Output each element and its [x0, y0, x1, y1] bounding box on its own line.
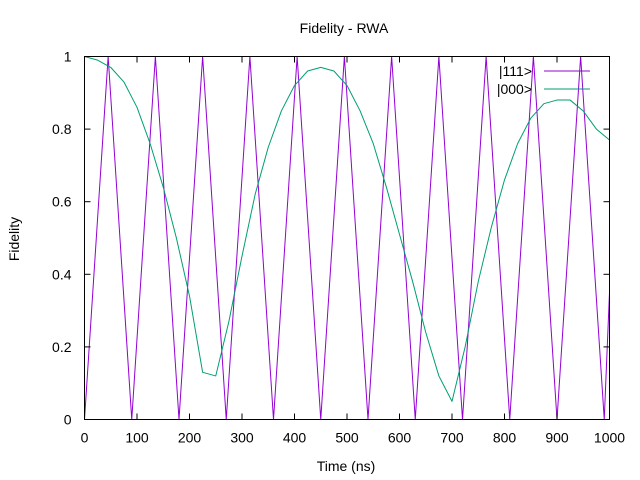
y-axis-label: Fidelity — [6, 217, 22, 261]
series-layer — [84, 56, 610, 420]
y-tick-label: 0 — [64, 412, 72, 428]
x-tick-label: 200 — [178, 430, 202, 446]
x-tick-label: 900 — [545, 430, 569, 446]
series-line-2 — [84, 56, 610, 402]
x-axis-label: Time (ns) — [317, 458, 376, 474]
y-tick-label: 0.8 — [52, 121, 72, 137]
legend-label: |111> — [499, 63, 532, 79]
y-tick-label: 0.2 — [52, 339, 72, 355]
x-tick-label: 700 — [440, 430, 464, 446]
y-tick-label: 1 — [64, 49, 72, 65]
x-tick-label: 600 — [388, 430, 412, 446]
plot-frame — [84, 56, 610, 420]
x-tick-label: 100 — [125, 430, 149, 446]
chart-title: Fidelity - RWA — [300, 20, 389, 36]
y-tick-label: 0.4 — [52, 266, 72, 282]
legend: |111> |000> — [497, 63, 590, 97]
x-tick-label: 300 — [230, 430, 254, 446]
legend-label: |000> — [497, 81, 532, 97]
x-tick-label: 800 — [493, 430, 517, 446]
axis-ticks: 0 100 200 300 400 500 600 700 800 900 1000 0 0.2 0.4 0… — [52, 49, 625, 446]
series-line-1 — [84, 56, 610, 420]
y-tick-label: 0.6 — [52, 194, 72, 210]
x-tick-label: 1000 — [594, 430, 625, 446]
x-tick-label: 500 — [335, 430, 359, 446]
x-tick-label: 0 — [81, 430, 89, 446]
x-tick-label: 400 — [283, 430, 307, 446]
